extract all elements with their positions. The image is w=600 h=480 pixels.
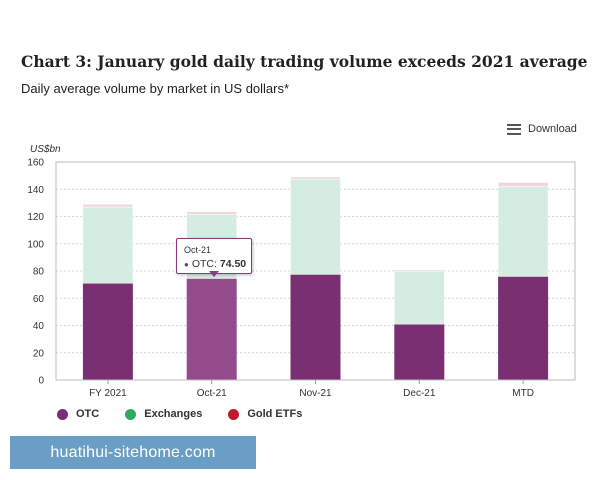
bar-exchanges-4[interactable] bbox=[497, 186, 549, 277]
legend-swatch-exchanges bbox=[125, 408, 137, 420]
bar-gold-etfs-4[interactable] bbox=[497, 182, 549, 187]
y-tick-label-120: 120 bbox=[27, 212, 44, 223]
bar-exchanges-3[interactable] bbox=[394, 270, 445, 325]
y-tick-label-0: 0 bbox=[38, 376, 44, 387]
legend: OTC Exchanges Gold ETFs bbox=[57, 408, 302, 420]
bars bbox=[82, 176, 549, 380]
bar-otc-4[interactable] bbox=[498, 276, 549, 380]
x-axis-ticks: FY 2021 Oct-21 Nov-21 Dec-21 MTD bbox=[89, 380, 534, 399]
chart-title: Chart 3: January gold daily trading volu… bbox=[21, 52, 588, 71]
legend-item-exchanges[interactable]: Exchanges bbox=[125, 408, 202, 420]
bar-gold-etfs-1[interactable] bbox=[186, 211, 237, 215]
y-tick-label-20: 20 bbox=[33, 348, 45, 359]
watermark: huatihui-sitehome.com bbox=[10, 436, 256, 469]
bar-exchanges-2[interactable] bbox=[290, 178, 341, 275]
bar-otc-2[interactable] bbox=[290, 274, 341, 380]
download-button[interactable]: Download bbox=[507, 123, 577, 135]
legend-label-exchanges: Exchanges bbox=[144, 408, 203, 420]
legend-label-gold-etfs: Gold ETFs bbox=[247, 408, 303, 420]
x-tick-label-2: Nov-21 bbox=[299, 388, 332, 399]
bar-otc-0[interactable] bbox=[82, 283, 133, 380]
tooltip-value: 74.50 bbox=[219, 258, 247, 270]
y-tick-label-160: 160 bbox=[27, 158, 44, 169]
tooltip-category: Oct-21 bbox=[184, 245, 212, 255]
y-axis-unit-label: US$bn bbox=[30, 144, 61, 155]
y-tick-label-60: 60 bbox=[33, 294, 45, 305]
y-tick-label-100: 100 bbox=[27, 239, 44, 250]
plot-frame bbox=[55, 161, 576, 381]
tooltip-line: ● OTC: 74.50 bbox=[184, 258, 246, 270]
x-tick-label-1: Oct-21 bbox=[197, 388, 227, 399]
bar-otc-3[interactable] bbox=[394, 324, 445, 380]
chart-subtitle: Daily average volume by market in US dol… bbox=[21, 81, 290, 96]
x-tick-label-4: MTD bbox=[512, 388, 534, 399]
legend-swatch-otc bbox=[57, 408, 68, 420]
y-axis-ticks: 0 20 40 60 80 100 120 140 160 bbox=[27, 158, 44, 387]
tooltip-series-dot: ● bbox=[184, 260, 189, 269]
x-tick-label-0: FY 2021 bbox=[89, 388, 127, 399]
menu-icon bbox=[507, 123, 521, 135]
x-tick-label-3: Dec-21 bbox=[403, 388, 436, 399]
bar-gold-etfs-2[interactable] bbox=[290, 176, 341, 180]
download-label: Download bbox=[528, 123, 577, 135]
legend-label-otc: OTC bbox=[76, 408, 100, 420]
y-tick-label-140: 140 bbox=[27, 185, 44, 196]
y-tick-label-40: 40 bbox=[33, 321, 45, 332]
legend-item-gold-etfs[interactable]: Gold ETFs bbox=[228, 408, 302, 420]
bar-exchanges-0[interactable] bbox=[82, 206, 134, 284]
legend-item-otc[interactable]: OTC bbox=[57, 408, 99, 420]
bar-otc-1[interactable] bbox=[186, 278, 237, 380]
tooltip-pointer bbox=[209, 271, 219, 277]
data-tooltip: Oct-21 ● OTC: 74.50 bbox=[176, 238, 252, 274]
y-tick-label-80: 80 bbox=[33, 267, 45, 278]
bar-gold-etfs-3[interactable] bbox=[394, 269, 445, 272]
legend-swatch-gold-etfs bbox=[228, 408, 240, 420]
bar-gold-etfs-0[interactable] bbox=[82, 203, 134, 208]
tooltip-series: OTC: bbox=[191, 258, 217, 270]
